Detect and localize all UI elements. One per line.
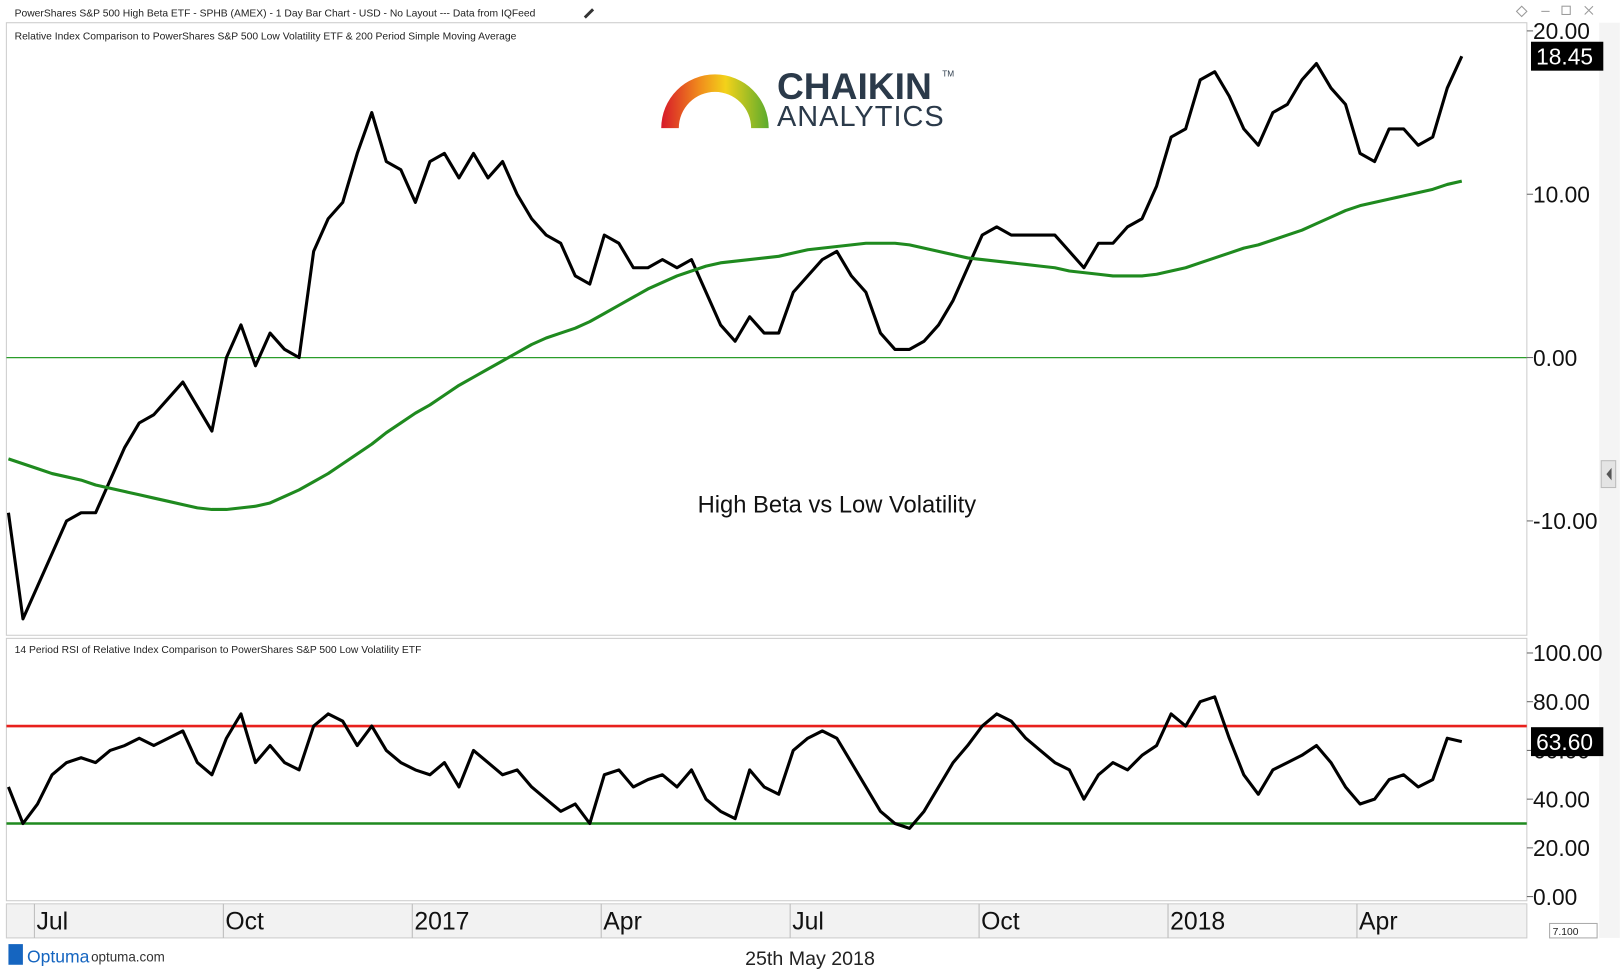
y-tick-label: -10.00 (1533, 508, 1597, 534)
y-tick-label: 40.00 (1533, 786, 1590, 812)
optuma-icon (8, 944, 23, 965)
window-icons[interactable] (1515, 5, 1594, 18)
logo-tm: TM (942, 69, 954, 78)
x-tick-label: Apr (1359, 909, 1398, 936)
y-tick-label: 100.00 (1533, 640, 1603, 666)
series-line (7, 179, 1463, 512)
main-subtitle: Relative Index Comparison to PowerShares… (15, 31, 517, 42)
footer-site: optuma.com (91, 950, 165, 965)
main-panel (5, 22, 1528, 636)
footer-date: 25th May 2018 (745, 948, 875, 970)
x-tick-label: 2017 (414, 909, 469, 936)
logo-line1: CHAIKIN (777, 65, 932, 107)
zoom-value: 7.100 (1553, 927, 1579, 938)
logo-line2: ANALYTICS (777, 101, 945, 133)
plot (6, 55, 1527, 621)
x-tick-label: Oct (225, 909, 264, 936)
y-tick-label: 0.00 (1533, 345, 1577, 371)
logo-gauge (661, 74, 769, 129)
rsi-subtitle: 14 Period RSI of Relative Index Comparis… (15, 645, 422, 656)
series-line (6, 695, 1463, 830)
scroll-arrow[interactable] (1606, 467, 1612, 481)
last-value-label: 63.60 (1536, 729, 1593, 755)
x-tick-label: Oct (981, 909, 1020, 936)
annotation: High Beta vs Low Volatility (698, 491, 977, 518)
x-tick-label: 2018 (1170, 909, 1225, 936)
edit-icon[interactable] (583, 8, 595, 19)
y-tick-label: 20.00 (1533, 18, 1590, 44)
x-tick-label: Jul (792, 909, 824, 936)
x-axis-band (5, 903, 1528, 939)
header-title: PowerShares S&P 500 High Beta ETF - SPHB… (15, 9, 536, 20)
last-value-label: 18.45 (1536, 43, 1593, 69)
y-tick-label: 20.00 (1533, 835, 1590, 861)
plot (6, 695, 1527, 830)
logo: CHAIKIN TM ANALYTICS (661, 65, 954, 133)
last-value-box (1530, 41, 1604, 71)
y-tick-label: 0.00 (1533, 884, 1577, 910)
x-tick-label: Jul (36, 909, 68, 936)
rsi-panel (5, 637, 1528, 902)
footer-brand: Optuma (27, 947, 90, 967)
x-tick-label: Apr (603, 909, 642, 936)
last-value-box (1530, 727, 1604, 757)
series-line (6, 55, 1464, 621)
y-tick-label: 80.00 (1533, 689, 1590, 715)
y-tick-label: 10.00 (1533, 181, 1590, 207)
zoom-box[interactable] (1549, 922, 1598, 939)
